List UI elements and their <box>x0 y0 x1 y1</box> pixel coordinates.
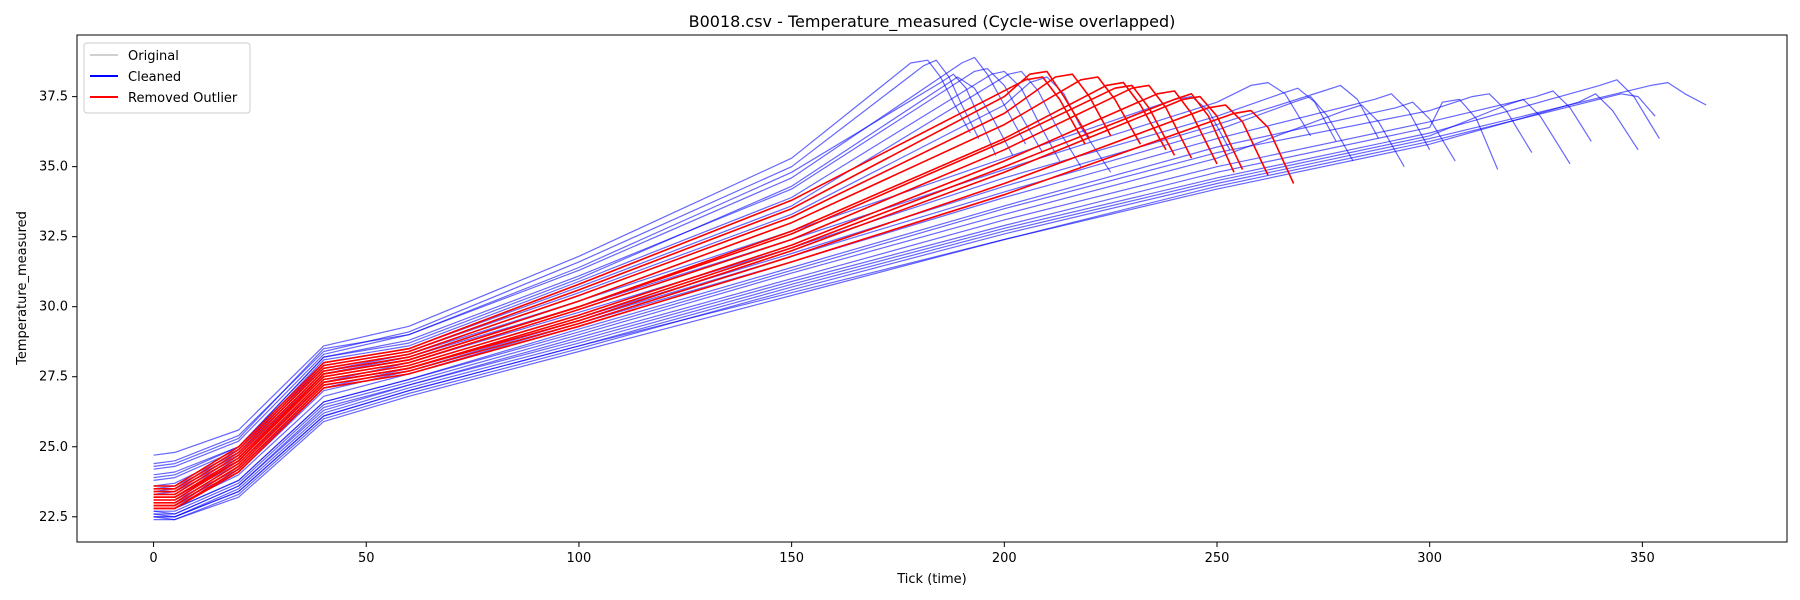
series-line <box>153 87 1337 498</box>
series-line <box>153 101 1456 509</box>
x-axis-label: Tick (time) <box>896 572 966 587</box>
series-line <box>153 70 1091 490</box>
y-axis-ticks: 22.5 25.0 27.5 30.0 32.5 35.0 37.5 <box>39 90 77 525</box>
series-line <box>153 76 1086 487</box>
x-tick-label: 300 <box>1417 551 1442 566</box>
series-line <box>153 93 1656 518</box>
y-axis-label: Temperature_measured <box>15 211 30 366</box>
x-tick-label: 150 <box>779 551 804 566</box>
x-tick-label: 50 <box>358 551 375 566</box>
y-tick-label: 32.5 <box>39 230 68 245</box>
legend-box <box>83 42 251 114</box>
y-tick-label: 35.0 <box>39 160 68 175</box>
plot-curves <box>153 56 1707 521</box>
series-line <box>153 70 1082 487</box>
series-line <box>153 82 1312 495</box>
series-line <box>153 98 1499 515</box>
y-tick-label: 25.0 <box>39 440 68 455</box>
series-line <box>153 93 1639 521</box>
x-tick-label: 100 <box>567 551 592 566</box>
series-line <box>153 96 1231 493</box>
y-tick-label: 37.5 <box>39 90 68 105</box>
plot-frame <box>76 34 1788 543</box>
legend-label-removed-outlier: Removed Outlier <box>128 91 238 106</box>
series-line <box>153 104 1269 510</box>
series-line <box>153 76 1014 479</box>
x-tick-label: 200 <box>992 551 1017 566</box>
series-line <box>153 93 1431 507</box>
x-tick-label: 0 <box>149 551 157 566</box>
x-tick-label: 250 <box>1205 551 1230 566</box>
series-line <box>153 79 1660 518</box>
series-line <box>153 73 997 467</box>
series-line <box>153 109 1295 510</box>
series-line <box>153 76 1142 496</box>
y-tick-label: 30.0 <box>39 300 68 315</box>
legend-label-cleaned: Cleaned <box>128 70 181 85</box>
series-line <box>153 98 1571 518</box>
series-line <box>153 73 1112 493</box>
series-line <box>153 95 1244 507</box>
series-line <box>153 90 1592 515</box>
chart-title: B0018.csv - Temperature_measured (Cycle-… <box>689 12 1176 32</box>
x-tick-label: 350 <box>1630 551 1655 566</box>
series-group-cleaned <box>153 56 1707 521</box>
y-tick-label: 22.5 <box>39 510 68 525</box>
series-line <box>153 96 1354 504</box>
legend: Original Cleaned Removed Outlier <box>83 42 251 114</box>
x-axis-ticks: 0 50 100 150 200 250 300 350 <box>149 542 1655 566</box>
series-line <box>153 56 1027 470</box>
series-line <box>153 84 1380 501</box>
series-line <box>153 90 1218 504</box>
series-line <box>153 93 1235 507</box>
series-line <box>153 84 1176 498</box>
series-group-removed-outlier <box>153 70 1295 510</box>
series-line <box>153 104 1405 512</box>
y-tick-label: 27.5 <box>39 370 68 385</box>
legend-label-original: Original <box>128 49 179 64</box>
series-line <box>153 82 1707 521</box>
